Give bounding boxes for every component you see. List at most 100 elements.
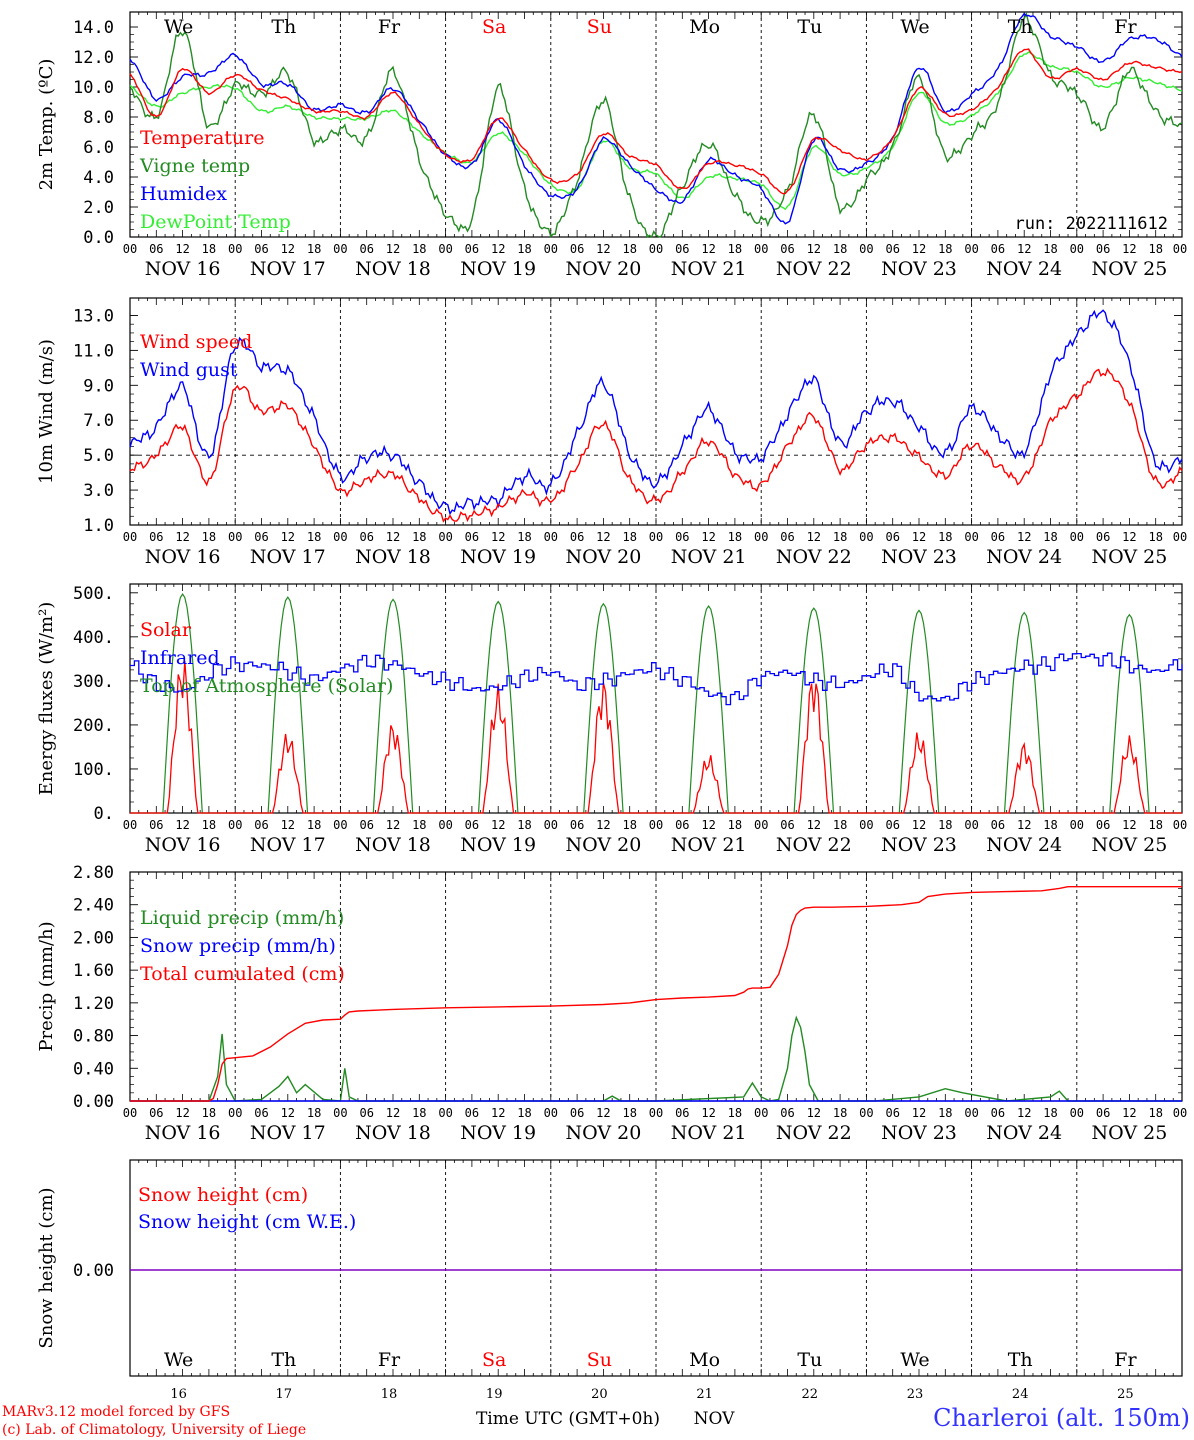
temp-hour-label: 18 <box>938 242 952 256</box>
temp-hour-label: 06 <box>1096 242 1110 256</box>
day-number-label: 16 <box>170 1387 187 1402</box>
temperature-panel: 0.0 2.0 4.0 6.0 8.0 10.0 12.0 14.0 2m Temp. (ºC)… <box>36 11 1187 280</box>
temp-y-tick-label: 6.0 <box>83 138 114 158</box>
energy-hour-label: 06 <box>465 818 479 832</box>
precip-date-label: NOV 24 <box>986 1122 1062 1144</box>
temp-day-name: Su <box>587 16 612 38</box>
energy-y-tick-label: 400. <box>73 628 114 648</box>
temp-day-name: Th <box>1008 16 1033 38</box>
precip-hour-label: 12 <box>701 1106 715 1120</box>
energy-hour-label: 12 <box>807 818 821 832</box>
energy-hour-label: 00 <box>1070 818 1084 832</box>
temp-hour-label: 06 <box>675 242 689 256</box>
temp-hour-label: 06 <box>991 242 1005 256</box>
precip-hour-label: 18 <box>517 1106 531 1120</box>
footer-model: MARv3.12 model forced by GFS <box>2 1404 230 1420</box>
temp-y-tick-label: 12.0 <box>73 48 114 68</box>
energy-hour-label: 06 <box>570 818 584 832</box>
temp-y-tick-label: 2.0 <box>83 198 114 218</box>
wind-date-label: NOV 24 <box>986 546 1062 568</box>
temp-date-label: NOV 22 <box>776 258 852 280</box>
temp-hour-label: 06 <box>149 242 163 256</box>
legend-vigne-temp: Vigne temp <box>139 155 250 177</box>
energy-date-label: NOV 16 <box>145 834 221 856</box>
snow-day-name: Fr <box>378 1349 401 1371</box>
energy-y-tick-label: 100. <box>73 760 114 780</box>
legend-dewpoint-temp: DewPoint Temp <box>140 211 291 233</box>
snow-day-name: Fr <box>1114 1349 1137 1371</box>
precip-y-tick-label: 0.40 <box>73 1059 114 1079</box>
legend-solar: Solar <box>140 619 192 641</box>
precip-hour-label: 18 <box>833 1106 847 1120</box>
energy-hour-label: 18 <box>938 818 952 832</box>
precip-y-tick-label: 0.00 <box>73 1092 114 1112</box>
wind-y-tick-label: 7.0 <box>83 411 114 431</box>
wind-hour-label: 00 <box>228 530 242 544</box>
precip-hour-label: 06 <box>149 1106 163 1120</box>
precip-date-label: NOV 25 <box>1091 1122 1167 1144</box>
precip-hour-label: 00 <box>544 1106 558 1120</box>
temp-hour-label: 00 <box>859 242 873 256</box>
day-number-label: 19 <box>486 1387 503 1402</box>
snow-day-name: Th <box>271 1349 296 1371</box>
precip-hour-label: 12 <box>807 1106 821 1120</box>
snow-day-name: We <box>164 1349 193 1371</box>
temp-hour-label: 18 <box>622 242 636 256</box>
legend-humidex: Humidex <box>140 183 227 205</box>
wind-date-label: NOV 19 <box>460 546 536 568</box>
temp-hour-label: 18 <box>833 242 847 256</box>
wind-hour-label: 12 <box>1017 530 1031 544</box>
energy-hour-label: 12 <box>596 818 610 832</box>
wind-hour-label: 06 <box>885 530 899 544</box>
precip-date-label: NOV 16 <box>145 1122 221 1144</box>
snow-y-tick-label: 0.00 <box>73 1261 114 1281</box>
precip-hour-label: 12 <box>175 1106 189 1120</box>
precip-hour-label: 12 <box>1017 1106 1031 1120</box>
energy-hour-label: 00 <box>649 818 663 832</box>
series-dewpoint-temp <box>129 51 1183 211</box>
wind-hour-label: 18 <box>517 530 531 544</box>
energy-hour-label: 18 <box>202 818 216 832</box>
snow-day-name: Mo <box>689 1349 720 1371</box>
precip-date-label: NOV 18 <box>355 1122 431 1144</box>
energy-date-label: NOV 20 <box>565 834 641 856</box>
precip-hour-label: 06 <box>675 1106 689 1120</box>
snow-day-name: Su <box>587 1349 612 1371</box>
energy-y-tick-label: 0. <box>94 804 114 824</box>
wind-hour-label: 00 <box>544 530 558 544</box>
energy-hour-label: 06 <box>991 818 1005 832</box>
temp-date-label: NOV 21 <box>671 258 747 280</box>
temp-day-name: Mo <box>689 16 720 38</box>
energy-hour-label: 18 <box>517 818 531 832</box>
precip-hour-label: 00 <box>964 1106 978 1120</box>
energy-y-axis-title: Energy fluxes (W/m²) <box>36 602 57 796</box>
precip-hour-label: 00 <box>333 1106 347 1120</box>
precip-hour-label: 18 <box>412 1106 426 1120</box>
energy-date-label: NOV 25 <box>1091 834 1167 856</box>
wind-hour-label: 18 <box>833 530 847 544</box>
wind-hour-label: 06 <box>149 530 163 544</box>
precip-hour-label: 18 <box>938 1106 952 1120</box>
legend-liquid-precip-mm-h: Liquid precip (mm/h) <box>140 907 344 929</box>
wind-date-label: NOV 18 <box>355 546 431 568</box>
day-number-label: 22 <box>802 1387 819 1402</box>
temp-hour-label: 00 <box>438 242 452 256</box>
legend-wind-gust: Wind gust <box>140 359 238 381</box>
temp-hour-label: 00 <box>1070 242 1084 256</box>
day-number-label: 18 <box>381 1387 398 1402</box>
precip-y-axis-title: Precip (mm/h) <box>36 921 57 1051</box>
legend-infrared: Infrared <box>140 647 220 669</box>
wind-hour-label: 00 <box>333 530 347 544</box>
energy-date-label: NOV 21 <box>671 834 747 856</box>
wind-hour-label: 00 <box>754 530 768 544</box>
legend-temperature: Temperature <box>140 127 264 149</box>
energy-hour-label: 00 <box>123 818 137 832</box>
snow-day-name: Th <box>1008 1349 1033 1371</box>
temp-date-label: NOV 25 <box>1091 258 1167 280</box>
wind-hour-label: 12 <box>386 530 400 544</box>
precip-date-label: NOV 19 <box>460 1122 536 1144</box>
temp-hour-label: 00 <box>123 242 137 256</box>
wind-date-label: NOV 22 <box>776 546 852 568</box>
wind-y-tick-label: 5.0 <box>83 446 114 466</box>
energy-hour-label: 06 <box>149 818 163 832</box>
